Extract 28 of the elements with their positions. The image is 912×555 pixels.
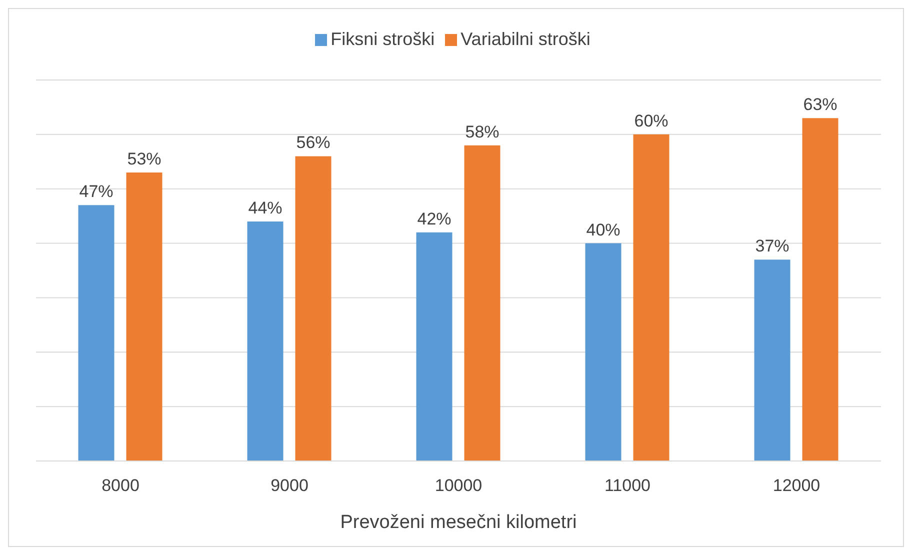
data-label: 60%	[634, 111, 668, 130]
data-label: 53%	[127, 150, 162, 169]
bar	[78, 205, 114, 461]
data-label: 63%	[803, 95, 838, 114]
data-label: 56%	[296, 133, 330, 152]
data-label: 44%	[248, 198, 282, 218]
bar	[802, 118, 838, 461]
x-tick-label: 9000	[270, 476, 308, 496]
x-tick-label: 12000	[772, 476, 820, 496]
x-tick-label: 8000	[102, 476, 140, 496]
bar	[247, 222, 284, 461]
data-label: 58%	[465, 122, 500, 142]
data-label: 40%	[586, 220, 620, 240]
data-label: 47%	[79, 182, 114, 202]
data-label: 42%	[417, 209, 452, 228]
bar	[464, 145, 500, 461]
bar	[754, 260, 790, 461]
x-tick-label: 11000	[604, 476, 651, 496]
bar	[126, 172, 162, 461]
legend-label: Fiksni stroški	[330, 29, 435, 49]
legend-label: Variabilni stroški	[460, 29, 590, 49]
bar	[633, 134, 670, 461]
bar	[585, 243, 622, 461]
x-tick-label: 10000	[434, 476, 482, 496]
data-label: 37%	[755, 236, 790, 256]
bar	[416, 232, 452, 461]
x-axis-title: Prevoženi mesečni kilometri	[340, 512, 577, 533]
bar	[295, 156, 332, 461]
